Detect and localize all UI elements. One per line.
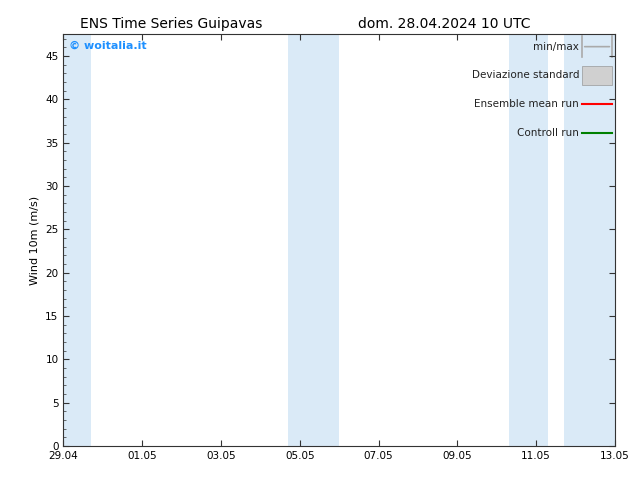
Bar: [508, 34, 548, 446]
Text: Ensemble mean run: Ensemble mean run: [474, 99, 579, 109]
Text: Deviazione standard: Deviazione standard: [472, 71, 579, 80]
Bar: [288, 34, 339, 446]
Text: dom. 28.04.2024 10 UTC: dom. 28.04.2024 10 UTC: [358, 17, 530, 31]
Bar: [564, 34, 617, 446]
FancyBboxPatch shape: [582, 66, 612, 85]
Text: ENS Time Series Guipavas: ENS Time Series Guipavas: [80, 17, 262, 31]
Text: min/max: min/max: [533, 42, 579, 51]
Text: © woitalia.it: © woitalia.it: [69, 41, 146, 50]
Bar: [61, 34, 91, 446]
Text: Controll run: Controll run: [517, 128, 579, 138]
Y-axis label: Wind 10m (m/s): Wind 10m (m/s): [30, 196, 40, 285]
